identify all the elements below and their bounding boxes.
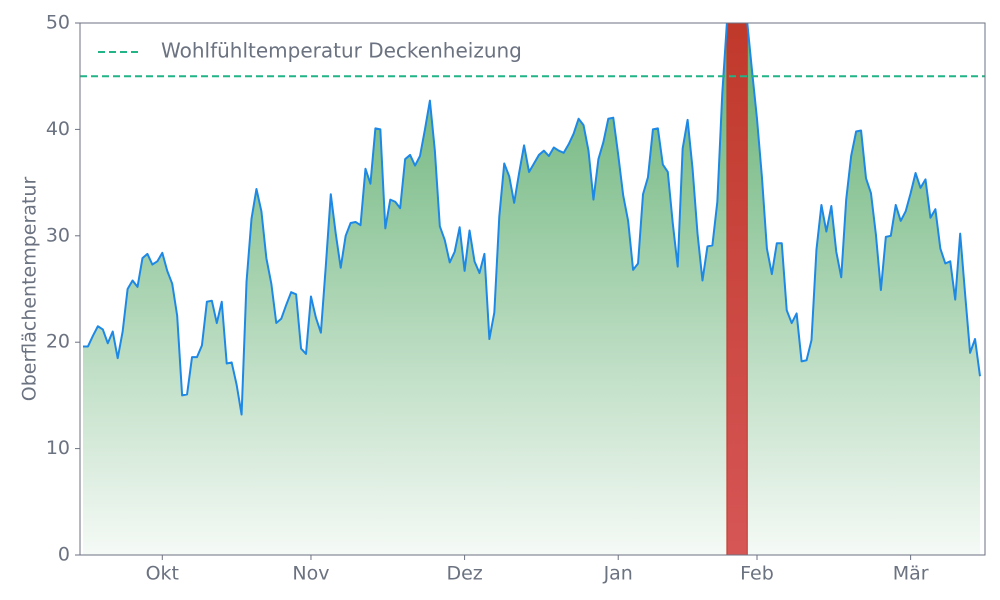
line: [83, 23, 981, 416]
y-tick-label: 30: [46, 224, 70, 246]
x-tick-label: Jan: [603, 563, 633, 585]
x-tick-label: Okt: [146, 563, 179, 585]
legend-label: Wohlfühltemperatur Deckenheizung: [161, 39, 522, 63]
x-tick-label: Nov: [292, 563, 329, 585]
x-tick-label: Feb: [740, 563, 774, 585]
plot: [83, 23, 981, 555]
area: [83, 23, 980, 555]
y-tick-label: 50: [46, 12, 70, 34]
x-tick-label: Dez: [446, 563, 482, 585]
y-axis-label: Oberflächentemperatur: [19, 177, 41, 402]
plot-frame: [79, 22, 986, 556]
y-tick-label: 40: [46, 118, 70, 140]
y-tick-label: 10: [46, 437, 70, 459]
x-tick-label: Mär: [893, 563, 929, 585]
y-tick-label: 0: [58, 544, 70, 566]
overflow-band: [726, 23, 748, 555]
y-tick-label: 20: [46, 331, 70, 353]
